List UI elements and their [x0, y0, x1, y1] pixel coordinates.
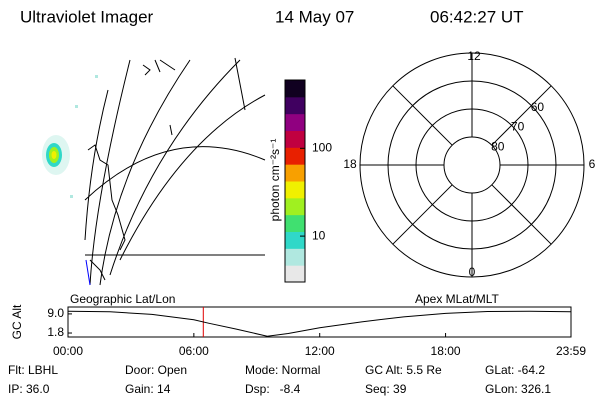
lat-label: 70 — [511, 120, 525, 134]
colorbar-segment — [285, 231, 305, 249]
status-field: Flt: LBHL — [8, 363, 58, 377]
status-field: IP: 36.0 — [8, 382, 50, 396]
colorbar-segment — [285, 197, 305, 216]
map-grid — [84, 57, 266, 286]
image-panel — [42, 57, 266, 286]
colorbar-segment — [285, 265, 305, 283]
lat-label: 60 — [531, 100, 545, 114]
colorbar-label: photon cm⁻²s⁻¹ — [268, 139, 282, 222]
y-tick-label: 1.8 — [47, 325, 64, 339]
mlt-spoke — [491, 184, 552, 245]
timeline-right-label: Apex MLat/MLT — [415, 292, 499, 306]
mlt-spoke — [392, 85, 453, 146]
orbit-track — [85, 259, 91, 286]
colorbar-segment — [285, 147, 305, 165]
status-field: Gain: 14 — [125, 382, 171, 396]
colorbar-segment — [285, 214, 305, 232]
timeline-left-label: Geographic Lat/Lon — [70, 292, 175, 306]
mlt-spoke — [491, 85, 552, 146]
emission-blob — [42, 75, 98, 198]
date: 14 May 07 — [275, 7, 354, 26]
colorbar-tick-label: 100 — [312, 140, 332, 154]
gc-alt-line — [67, 310, 572, 337]
x-tick-label: 18:00 — [431, 344, 461, 358]
title: Ultraviolet Imager — [20, 7, 154, 26]
colorbar-segment — [285, 130, 305, 148]
colorbar-tick-label: 10 — [312, 228, 326, 242]
timeline-ylabel: GC Alt — [10, 304, 24, 339]
colorbar-segment — [285, 164, 305, 182]
status-field: GLon: 326.1 — [485, 382, 551, 396]
time: 06:42:27 UT — [430, 7, 524, 26]
colorbar-frame — [284, 79, 306, 283]
mlt-label: 6 — [589, 157, 596, 171]
mlt-spoke — [392, 184, 453, 245]
colorbar-segment — [285, 248, 305, 266]
coastline — [87, 59, 173, 281]
colorbar-segment — [285, 181, 305, 199]
lat-label: 80 — [491, 139, 505, 153]
status-field: GC Alt: 5.5 Re — [365, 363, 442, 377]
y-tick-label: 9.0 — [47, 306, 64, 320]
status-field: Dsp: -8.4 — [245, 382, 301, 396]
colorbar-segment — [285, 96, 305, 115]
x-tick-label: 12:00 — [305, 344, 335, 358]
status-field: Mode: Normal — [245, 363, 320, 377]
status-field: Seq: 39 — [365, 382, 407, 396]
colorbar-segment — [285, 113, 305, 131]
x-tick-label: 00:00 — [53, 344, 83, 358]
mlt-label: 18 — [343, 157, 357, 171]
mlt-label: 12 — [467, 49, 481, 63]
mlt-label: 0 — [469, 265, 476, 279]
status-field: GLat: -64.2 — [485, 363, 545, 377]
x-tick-label: 06:00 — [179, 344, 209, 358]
x-tick-label: 23:59 — [556, 344, 586, 358]
status-field: Door: Open — [125, 363, 187, 377]
colorbar-segment — [285, 80, 305, 98]
